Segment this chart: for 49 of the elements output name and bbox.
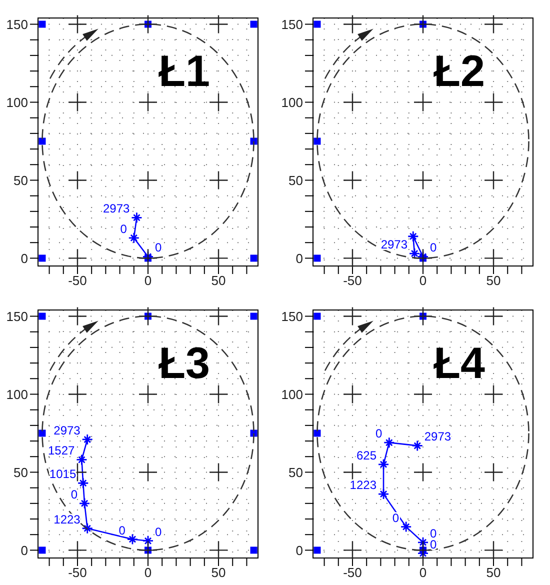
- y-tick-label: 0: [20, 542, 28, 558]
- annotation: 1015: [49, 467, 76, 482]
- annotation: 1527: [48, 444, 76, 458]
- text: Ł1: [158, 47, 210, 96]
- x-tick-label: 50: [211, 565, 226, 580]
- x-tick-label: 0: [419, 273, 427, 288]
- annotation: 2973: [380, 238, 408, 252]
- annotation: 0: [375, 426, 382, 441]
- y-tick-label: 100: [281, 94, 303, 110]
- y-tick-label: 0: [20, 250, 28, 266]
- x-tick-label: 50: [486, 565, 501, 580]
- y-tick-label: 150: [6, 16, 28, 32]
- x-tick-label: 50: [486, 273, 501, 288]
- y-tick-label: 150: [281, 16, 303, 32]
- annotation: 0: [155, 240, 162, 255]
- annotation: 0: [120, 222, 128, 236]
- y-tick-label: 0: [296, 250, 303, 266]
- annotation: 1223: [350, 478, 377, 492]
- annotation: 0: [392, 510, 400, 525]
- annotation: 0: [430, 240, 437, 255]
- y-tick-label: 150: [6, 308, 28, 324]
- y-tick-label: 100: [281, 386, 303, 402]
- x-tick-label: 0: [144, 565, 152, 580]
- x-tick-label: 0: [419, 565, 427, 580]
- annotation: 2973: [424, 430, 452, 444]
- annotation: 0: [155, 524, 162, 539]
- text: Ł4: [434, 339, 485, 388]
- text: Ł3: [158, 339, 210, 388]
- x-tick-label: -50: [343, 273, 362, 288]
- annotation: 2973: [103, 202, 130, 216]
- y-tick-label: 50: [288, 172, 303, 188]
- annotation: 625: [356, 448, 377, 462]
- y-tick-label: 100: [6, 94, 28, 110]
- x-tick-label: -50: [68, 565, 87, 580]
- y-tick-label: 50: [14, 464, 28, 480]
- annotation: 1223: [54, 512, 81, 526]
- y-tick-label: 150: [281, 308, 303, 324]
- annotation: 0: [118, 523, 126, 538]
- x-tick-label: 0: [144, 273, 152, 288]
- y-tick-label: 50: [288, 464, 303, 480]
- text: Ł2: [434, 47, 485, 96]
- x-tick-label: 50: [211, 273, 226, 288]
- x-tick-label: -50: [343, 565, 362, 580]
- y-tick-label: 0: [296, 542, 303, 558]
- x-tick-label: -50: [68, 273, 87, 288]
- annotation: 0: [70, 487, 78, 502]
- y-tick-label: 100: [6, 386, 28, 402]
- y-tick-label: 50: [14, 172, 28, 188]
- annotation: 2973: [54, 423, 81, 438]
